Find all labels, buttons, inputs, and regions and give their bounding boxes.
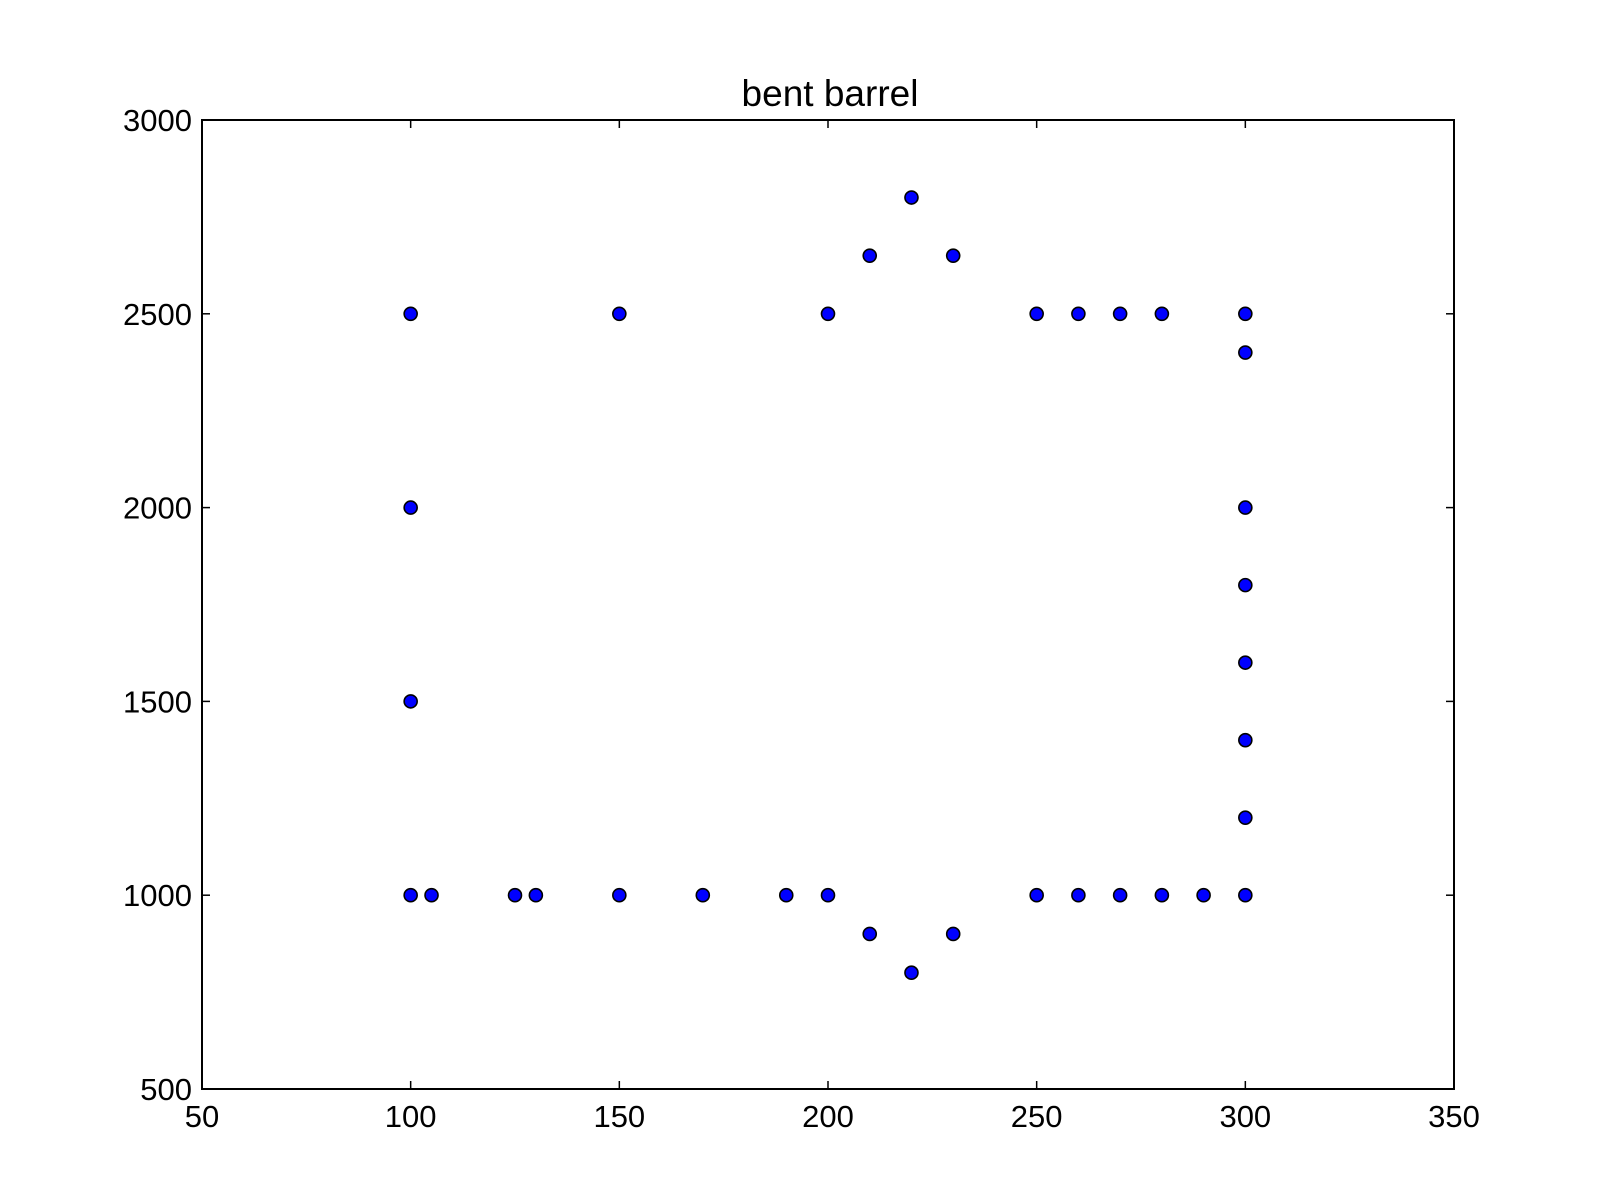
scatter-point	[1238, 887, 1253, 903]
scatter-point	[1196, 887, 1211, 903]
y-tick-label: 2000	[123, 491, 192, 526]
scatter-point	[1238, 577, 1253, 593]
scatter-point	[528, 887, 544, 903]
scatter-point	[904, 965, 919, 981]
scatter-point	[862, 926, 878, 942]
scatter-point	[403, 887, 418, 903]
scatter-point	[1112, 887, 1128, 903]
scatter-point	[820, 887, 836, 903]
scatter-point	[1071, 887, 1086, 903]
scatter-point	[820, 306, 836, 322]
x-tick-label: 200	[802, 1099, 854, 1134]
scatter-point	[507, 887, 523, 903]
scatter-point	[403, 694, 418, 709]
plot-frame	[201, 119, 1455, 1090]
y-tick-label: 2500	[123, 297, 192, 332]
y-tick-label: 500	[140, 1072, 192, 1107]
scatter-point	[1238, 500, 1253, 515]
scatter-point	[862, 248, 878, 263]
x-tick-label: 250	[1011, 1099, 1063, 1134]
scatter-point	[1029, 887, 1044, 903]
tick-labels-layer: 50 100 150 200 250 300 350 500 1000 1500 2000 2500 3…	[123, 103, 1480, 1134]
scatter-point	[904, 190, 919, 205]
y-tick-label: 1000	[123, 878, 192, 913]
scatter-point	[1112, 306, 1128, 322]
chart-title: bent barrel	[742, 73, 919, 114]
scatter-point	[1029, 306, 1044, 322]
scatter-point	[945, 248, 961, 263]
scatter-point	[1238, 732, 1253, 748]
ticks-layer	[201, 119, 1455, 1090]
x-tick-label: 300	[1219, 1099, 1271, 1134]
scatter-point	[424, 887, 439, 903]
scatter-point	[945, 926, 961, 942]
scatter-point	[1071, 306, 1086, 322]
x-tick-label: 150	[593, 1099, 645, 1134]
x-tick-label: 50	[185, 1099, 219, 1134]
scatter-point	[1238, 655, 1253, 670]
points-layer	[403, 190, 1253, 981]
scatter-point	[1154, 887, 1170, 903]
scatter-point	[403, 306, 418, 322]
scatter-point	[1154, 306, 1170, 322]
scatter-point	[778, 887, 794, 903]
scatter-point	[403, 500, 418, 515]
scatter-point	[1238, 345, 1253, 360]
x-tick-label: 100	[385, 1099, 437, 1134]
x-tick-label: 350	[1428, 1099, 1480, 1134]
scatter-point	[612, 306, 627, 322]
y-tick-label: 1500	[123, 684, 192, 719]
scatter-point	[1238, 306, 1253, 322]
scatter-point	[612, 887, 627, 903]
y-tick-label: 3000	[123, 103, 192, 138]
scatter-point	[695, 887, 711, 903]
scatter-point	[1238, 810, 1253, 825]
